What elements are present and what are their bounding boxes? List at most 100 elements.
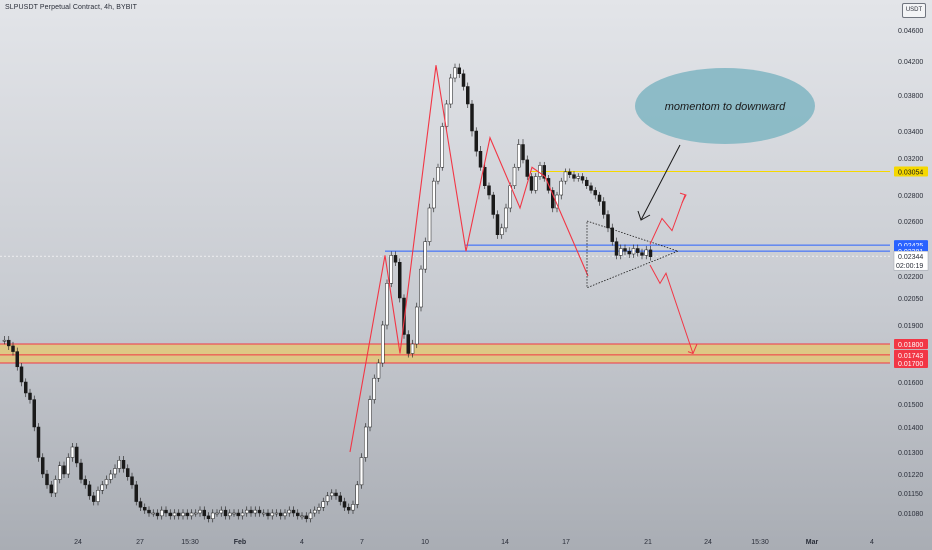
candle[interactable] bbox=[597, 194, 602, 202]
candle[interactable] bbox=[262, 512, 266, 515]
candle[interactable] bbox=[228, 512, 232, 517]
currency-badge[interactable]: USDT bbox=[902, 3, 926, 18]
candle[interactable] bbox=[155, 512, 160, 517]
candle[interactable] bbox=[211, 512, 215, 519]
candle[interactable] bbox=[168, 512, 172, 517]
candle[interactable] bbox=[19, 366, 24, 383]
candle[interactable] bbox=[419, 268, 423, 308]
candle[interactable] bbox=[134, 484, 138, 502]
candle[interactable] bbox=[117, 460, 121, 469]
candle[interactable] bbox=[49, 484, 53, 494]
candle[interactable] bbox=[610, 227, 614, 242]
candle[interactable] bbox=[291, 509, 296, 514]
candle[interactable] bbox=[11, 345, 15, 352]
candle[interactable] bbox=[330, 492, 334, 497]
candle[interactable] bbox=[202, 509, 206, 517]
candle[interactable] bbox=[504, 207, 508, 229]
candle[interactable] bbox=[87, 484, 92, 497]
candle[interactable] bbox=[538, 165, 542, 177]
bearish-path[interactable] bbox=[649, 264, 694, 354]
candle[interactable] bbox=[164, 509, 168, 514]
candle[interactable] bbox=[495, 214, 500, 235]
candle[interactable] bbox=[415, 306, 419, 345]
triangle-pattern[interactable] bbox=[586, 220, 680, 289]
candle[interactable] bbox=[512, 167, 517, 186]
candle[interactable] bbox=[453, 67, 457, 79]
candle[interactable] bbox=[427, 207, 432, 242]
candle[interactable] bbox=[28, 392, 32, 400]
candle[interactable] bbox=[274, 512, 279, 515]
candle[interactable] bbox=[466, 86, 470, 105]
candle[interactable] bbox=[500, 227, 504, 235]
candle[interactable] bbox=[342, 501, 347, 508]
candle[interactable] bbox=[461, 73, 466, 87]
candle[interactable] bbox=[143, 507, 147, 511]
candle[interactable] bbox=[45, 473, 49, 486]
candle[interactable] bbox=[236, 512, 240, 517]
candle[interactable] bbox=[240, 512, 245, 517]
candle[interactable] bbox=[406, 334, 410, 354]
candle[interactable] bbox=[266, 512, 270, 517]
callout-arrow[interactable] bbox=[640, 144, 681, 221]
candle[interactable] bbox=[449, 77, 453, 105]
candle[interactable] bbox=[66, 457, 70, 475]
candle[interactable] bbox=[215, 512, 219, 515]
candle[interactable] bbox=[308, 512, 313, 519]
candle[interactable] bbox=[283, 512, 287, 517]
candle[interactable] bbox=[53, 479, 58, 494]
candle[interactable] bbox=[432, 180, 436, 209]
candle[interactable] bbox=[249, 509, 253, 514]
candle[interactable] bbox=[517, 144, 521, 168]
candle[interactable] bbox=[563, 171, 568, 182]
candle[interactable] bbox=[372, 377, 376, 400]
candle[interactable] bbox=[181, 512, 185, 517]
candle[interactable] bbox=[126, 468, 130, 477]
candle[interactable] bbox=[534, 176, 538, 191]
candle[interactable] bbox=[410, 343, 415, 354]
candle[interactable] bbox=[508, 185, 512, 209]
candle[interactable] bbox=[393, 255, 398, 263]
candle[interactable] bbox=[521, 144, 525, 161]
candle[interactable] bbox=[440, 126, 444, 168]
bullish-path[interactable] bbox=[649, 194, 686, 245]
candle[interactable] bbox=[24, 381, 28, 394]
candle[interactable] bbox=[83, 479, 87, 486]
candle[interactable] bbox=[559, 180, 563, 196]
candle[interactable] bbox=[151, 512, 155, 515]
candle[interactable] bbox=[572, 174, 576, 179]
candle[interactable] bbox=[644, 249, 648, 256]
annotation-callout[interactable] bbox=[635, 68, 815, 144]
candle[interactable] bbox=[245, 509, 249, 514]
candle[interactable] bbox=[7, 339, 11, 347]
candle[interactable] bbox=[376, 362, 381, 379]
candle[interactable] bbox=[359, 457, 364, 486]
candle[interactable] bbox=[185, 512, 189, 517]
candle[interactable] bbox=[2, 339, 7, 342]
candle[interactable] bbox=[347, 507, 351, 511]
candle[interactable] bbox=[300, 515, 304, 518]
candle[interactable] bbox=[79, 462, 83, 480]
candle[interactable] bbox=[623, 248, 627, 252]
candle[interactable] bbox=[223, 509, 228, 517]
candle[interactable] bbox=[398, 262, 402, 299]
candle[interactable] bbox=[355, 484, 359, 505]
candle[interactable] bbox=[648, 249, 653, 257]
candle[interactable] bbox=[483, 167, 487, 186]
candle[interactable] bbox=[627, 251, 631, 255]
candle[interactable] bbox=[96, 490, 100, 502]
candle[interactable] bbox=[381, 324, 385, 364]
candle[interactable] bbox=[619, 248, 623, 256]
candle[interactable] bbox=[109, 473, 113, 480]
candle[interactable] bbox=[219, 509, 223, 514]
candle[interactable] bbox=[75, 446, 79, 464]
candle[interactable] bbox=[270, 512, 274, 517]
candle[interactable] bbox=[606, 214, 610, 229]
candle[interactable] bbox=[62, 465, 66, 475]
candle[interactable] bbox=[585, 179, 589, 186]
candle[interactable] bbox=[253, 509, 257, 514]
candle[interactable] bbox=[36, 426, 41, 458]
candle[interactable] bbox=[457, 67, 461, 75]
candle[interactable] bbox=[487, 185, 491, 196]
candle[interactable] bbox=[147, 509, 151, 514]
